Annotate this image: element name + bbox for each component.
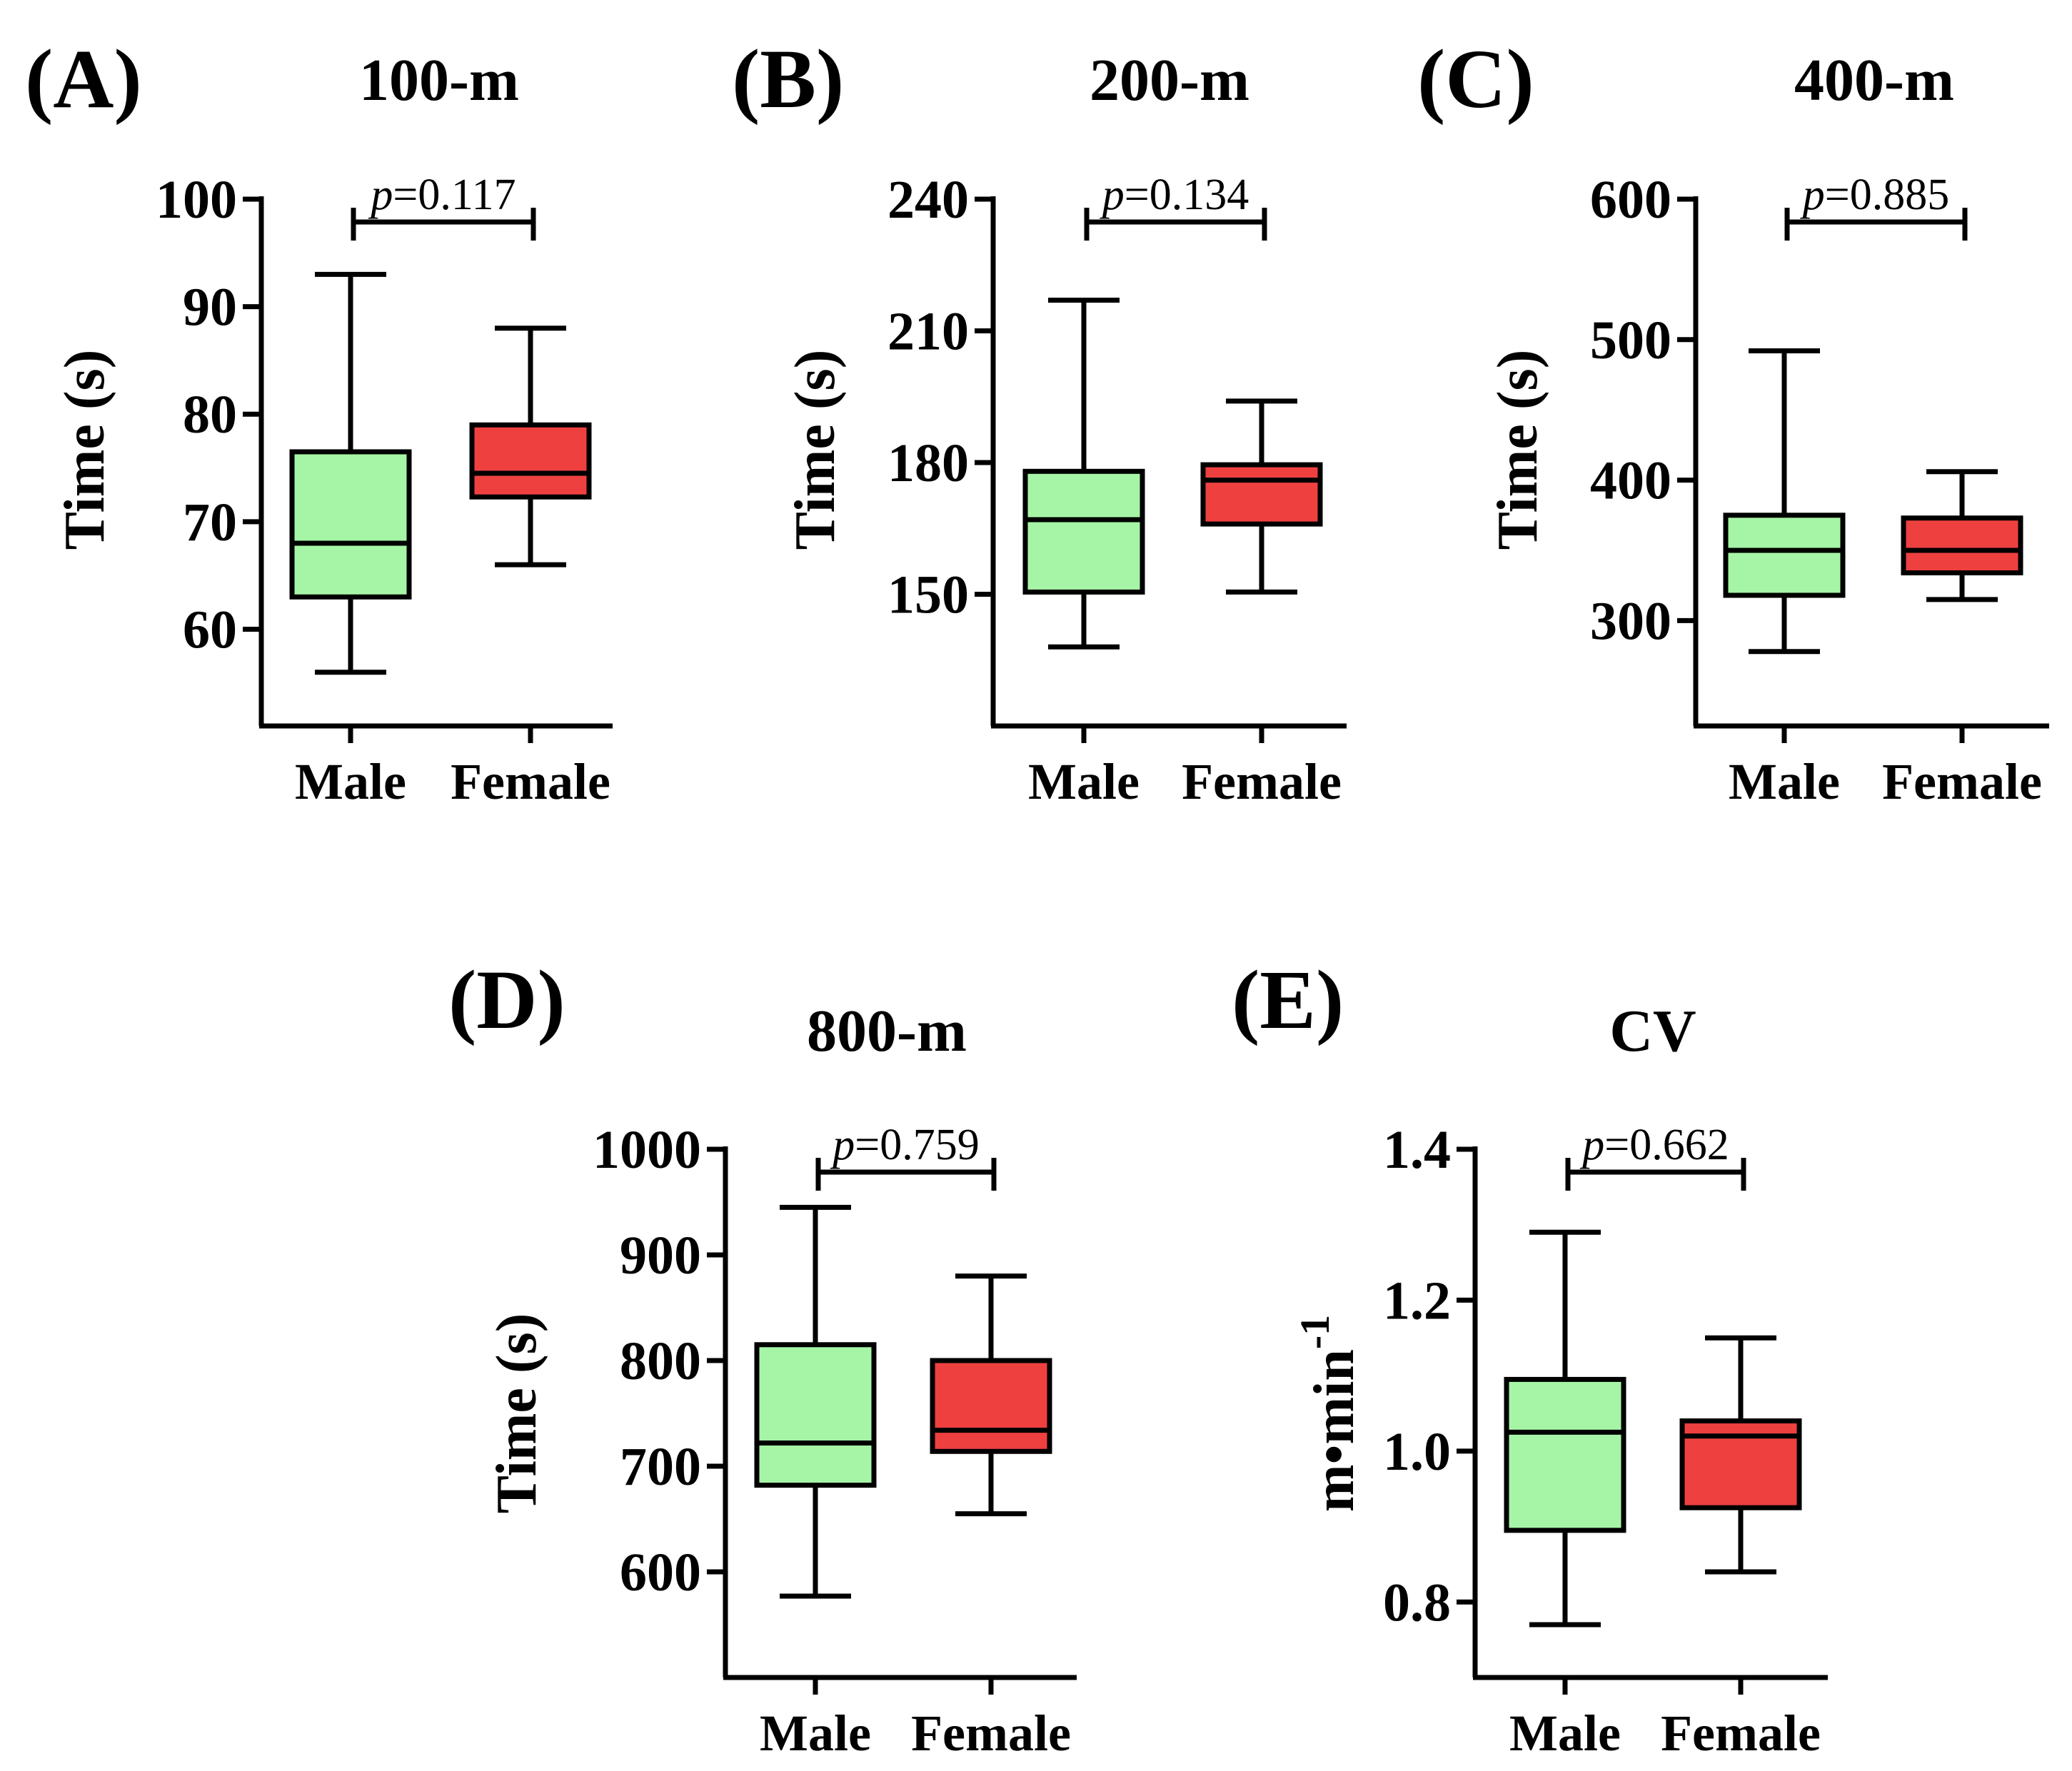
box-female	[1901, 469, 2023, 602]
y-tick-label: 100	[156, 170, 237, 230]
y-tick-label: 500	[1590, 311, 1671, 370]
y-tick-label: 300	[1590, 591, 1671, 651]
x-tick-label: Female	[911, 1705, 1071, 1762]
panel-title: CV	[1609, 998, 1696, 1064]
box-male	[1504, 1229, 1626, 1628]
panel-letter: (A)	[25, 32, 142, 126]
iqr-box	[289, 449, 412, 600]
y-tick-label: 90	[183, 278, 237, 338]
y-tick-label: 1.4	[1383, 1120, 1451, 1180]
y-tick-label: 70	[183, 493, 237, 553]
panel-title: 400-m	[1794, 47, 1954, 113]
iqr-box	[469, 422, 592, 500]
y-tick-label: 60	[183, 600, 237, 660]
y-tick-label: 600	[620, 1543, 701, 1603]
box-male	[1022, 297, 1145, 650]
box-male	[289, 271, 412, 675]
box-female	[1679, 1335, 1802, 1575]
y-tick-label: 1000	[593, 1120, 701, 1180]
x-tick-label: Male	[295, 753, 406, 810]
y-tick-label: 800	[620, 1331, 701, 1391]
y-axis-label: Time (s)	[54, 350, 116, 550]
iqr-box	[1022, 468, 1145, 595]
p-value-label: p=0.134	[1100, 171, 1249, 219]
significance-bracket	[1084, 208, 1267, 241]
panel-a: (A) 100-m 60 70 80 90 100 Male Female Time (s) p=0…	[25, 32, 613, 810]
panel-title: 100-m	[359, 47, 519, 113]
significance-bracket	[1784, 208, 1968, 241]
panel-c: (C) 400-m 300 400 500 600 Male Female Time (s) p=…	[1417, 32, 2049, 810]
panel-b: (B) 200-m 150 180 210 240 Male Female Time (s) p=…	[732, 32, 1347, 810]
y-axis-label: Time (s)	[486, 1313, 548, 1514]
iqr-box	[1901, 515, 2023, 575]
x-tick-label: Female	[1182, 753, 1342, 810]
p-value-label: p=0.759	[830, 1121, 979, 1169]
significance-bracket	[1565, 1158, 1746, 1191]
x-tick-label: Female	[1882, 753, 2042, 810]
box-female	[930, 1273, 1052, 1517]
box-male	[754, 1204, 877, 1599]
significance-bracket	[815, 1158, 997, 1191]
box-female	[469, 326, 592, 567]
panel-letter: (C)	[1417, 32, 1534, 126]
panel-d: (D) 800-m 600 700 800 900 1000 Male Female Time (…	[448, 953, 1077, 1762]
y-tick-label: 900	[620, 1226, 701, 1286]
panel-title: 800-m	[807, 998, 967, 1064]
y-tick-label: 240	[887, 170, 969, 230]
x-tick-label: Male	[1509, 1705, 1621, 1762]
y-tick-label: 80	[183, 385, 237, 445]
box-male	[1723, 348, 1846, 655]
panel-letter: (D)	[448, 953, 565, 1046]
panel-e: (E) CV 0.8 1.0 1.2 1.4 Male Female m•min-1 p=0.66…	[1232, 953, 1828, 1762]
y-axis-label: m•min-1	[1292, 1315, 1366, 1512]
y-tick-label: 1.2	[1383, 1271, 1451, 1331]
x-tick-label: Female	[1661, 1705, 1821, 1762]
p-value-label: p=0.117	[368, 171, 516, 219]
significance-bracket	[351, 208, 536, 241]
y-tick-label: 0.8	[1383, 1573, 1451, 1633]
panel-title: 200-m	[1090, 47, 1249, 113]
p-value-label: p=0.885	[1800, 171, 1949, 219]
y-tick-label: 180	[887, 433, 969, 493]
y-axis-label: Time (s)	[784, 350, 847, 550]
y-tick-label: 1.0	[1383, 1422, 1451, 1482]
y-tick-label: 150	[887, 565, 969, 625]
y-tick-label: 400	[1590, 451, 1671, 511]
y-tick-label: 600	[1590, 170, 1671, 230]
x-tick-label: Male	[760, 1705, 871, 1762]
x-tick-label: Female	[451, 753, 610, 810]
iqr-box	[1504, 1376, 1626, 1533]
panel-letter: (B)	[732, 32, 844, 126]
y-axis-label: Time (s)	[1487, 350, 1549, 550]
x-tick-label: Male	[1729, 753, 1840, 810]
y-tick-label: 700	[620, 1437, 701, 1497]
box-female	[1200, 398, 1323, 595]
iqr-box	[930, 1358, 1052, 1454]
panel-letter: (E)	[1232, 953, 1344, 1046]
iqr-box	[1200, 462, 1323, 527]
iqr-box	[754, 1342, 877, 1488]
y-tick-label: 210	[887, 302, 969, 362]
p-value-label: p=0.662	[1579, 1121, 1729, 1169]
x-tick-label: Male	[1028, 753, 1140, 810]
iqr-box	[1723, 513, 1846, 598]
